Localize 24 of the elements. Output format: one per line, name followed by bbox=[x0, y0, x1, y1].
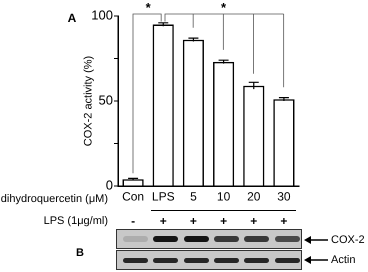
text: + bbox=[160, 214, 167, 228]
y-tick-label: 50 bbox=[98, 92, 113, 108]
x-tick-label: LPS bbox=[152, 190, 175, 204]
y-axis-title: COX-2 activity (%) bbox=[82, 56, 95, 146]
x-tick-label: Con bbox=[122, 190, 144, 204]
text: Actin bbox=[331, 254, 356, 266]
text: * bbox=[146, 0, 152, 15]
text: - bbox=[131, 214, 136, 228]
text: * bbox=[221, 0, 228, 15]
text: LPS (1μg/ml) bbox=[44, 215, 108, 227]
text: COX-2 bbox=[331, 234, 365, 246]
x-axis-title: dihydroquercetin (μM) bbox=[0, 193, 108, 205]
x-tick-label: 20 bbox=[247, 190, 261, 204]
x-tick-label: 10 bbox=[216, 190, 231, 204]
text: A bbox=[68, 11, 77, 25]
y-tick-label: 0 bbox=[106, 178, 113, 193]
text: + bbox=[220, 214, 228, 228]
y-tick-label: 100 bbox=[91, 8, 113, 23]
text: + bbox=[250, 214, 258, 228]
text: + bbox=[190, 214, 197, 228]
x-tick-label: 30 bbox=[277, 190, 291, 204]
x-tick-label: 5 bbox=[190, 190, 198, 204]
text: B bbox=[76, 247, 84, 259]
text: + bbox=[280, 214, 288, 228]
